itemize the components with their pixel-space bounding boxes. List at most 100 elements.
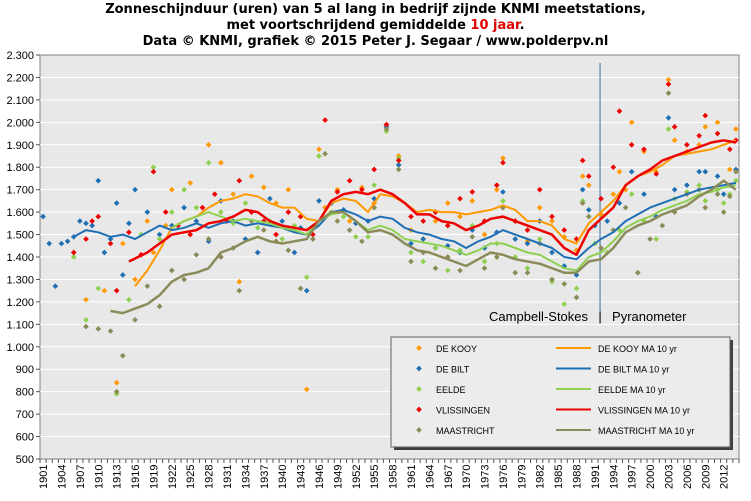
legend-label: DE KOOY MA 10 yr <box>598 344 677 354</box>
data-point <box>585 182 592 189</box>
data-point <box>616 168 623 175</box>
title-highlight: 10 jaar <box>470 18 520 33</box>
data-point <box>297 285 304 292</box>
data-point <box>714 173 721 180</box>
data-point <box>205 141 212 148</box>
ma-line-maastricht-ma-10-yr <box>110 179 737 315</box>
data-point <box>310 236 316 242</box>
x-tick-label: 1958 <box>388 465 400 489</box>
data-point <box>181 204 187 211</box>
legend-label: MAASTRICHT MA 10 yr <box>598 426 694 436</box>
data-point <box>64 238 71 245</box>
annotation-pyranometer: Pyranometer <box>612 309 687 324</box>
y-tick-label: 1.800 <box>6 162 34 174</box>
data-point <box>126 296 132 303</box>
data-point <box>512 269 519 276</box>
x-tick-label: 1943 <box>296 465 308 489</box>
data-point <box>205 159 212 166</box>
data-point <box>714 191 721 197</box>
data-point <box>469 233 476 240</box>
data-point <box>254 249 261 256</box>
data-point <box>156 231 163 238</box>
data-point <box>500 159 506 166</box>
x-tick-label: 1982 <box>535 465 547 489</box>
data-point <box>500 155 506 162</box>
data-point <box>573 285 580 292</box>
data-point <box>653 236 660 242</box>
data-point <box>193 204 200 211</box>
y-tick-label: 500 <box>16 454 34 466</box>
legend-label: DE KOOY <box>436 344 477 354</box>
data-point <box>469 189 476 195</box>
data-point <box>628 141 635 148</box>
data-point <box>359 186 365 193</box>
x-tick-label: 1991 <box>590 465 602 489</box>
data-point <box>733 126 739 132</box>
data-point <box>585 173 592 180</box>
data-point <box>169 267 175 274</box>
x-tick-label: 1922 <box>167 465 179 489</box>
data-point <box>720 191 727 197</box>
data-point <box>242 200 249 206</box>
data-point <box>303 274 310 281</box>
x-tick-label: 1901 <box>38 465 50 489</box>
data-point <box>89 222 95 229</box>
data-point <box>126 229 132 236</box>
data-point <box>218 159 224 166</box>
data-point <box>726 166 733 173</box>
y-tick-label: 1.200 <box>6 297 34 309</box>
data-point <box>469 198 476 204</box>
data-point <box>671 123 678 130</box>
data-point <box>383 121 390 128</box>
data-point <box>150 164 157 171</box>
y-tick-label: 900 <box>16 364 34 376</box>
data-point <box>628 119 635 126</box>
y-tick-label: 1.500 <box>6 230 34 242</box>
data-point <box>579 157 586 164</box>
x-tick-label: 1961 <box>406 465 418 489</box>
data-point <box>628 191 635 197</box>
data-point <box>653 171 660 177</box>
data-point <box>383 126 390 132</box>
data-point <box>733 168 739 175</box>
data-point <box>95 285 102 292</box>
data-point <box>303 386 310 393</box>
data-point <box>665 81 672 88</box>
data-point <box>420 236 427 242</box>
data-point <box>70 254 77 260</box>
data-point <box>481 231 488 238</box>
data-point <box>113 200 120 206</box>
data-point <box>536 236 543 242</box>
data-point <box>524 265 531 272</box>
ma-line-vlissingen-ma-10-yr <box>128 139 737 263</box>
data-point <box>193 218 200 224</box>
data-point <box>236 177 243 184</box>
legend <box>390 336 731 448</box>
data-point <box>671 137 678 144</box>
data-point <box>420 258 427 265</box>
data-point <box>457 213 463 220</box>
data-point <box>702 168 709 175</box>
data-point <box>622 204 629 211</box>
data-point <box>610 164 617 171</box>
data-point <box>684 141 690 148</box>
x-tick-label: 1988 <box>572 465 584 489</box>
y-tick-label: 1.600 <box>6 207 34 219</box>
data-point <box>500 189 506 195</box>
data-point <box>303 287 310 294</box>
data-point <box>95 177 102 184</box>
data-point <box>334 218 341 224</box>
title-line-2-end: . <box>519 18 525 33</box>
data-point <box>696 132 702 139</box>
data-point <box>101 287 108 294</box>
x-tick-label: 1994 <box>608 465 620 489</box>
data-point <box>579 186 586 193</box>
series-de-kooy <box>83 76 739 393</box>
data-point <box>696 168 702 175</box>
data-point <box>101 249 108 256</box>
data-point <box>285 247 292 254</box>
data-point <box>524 227 531 233</box>
legend-marker <box>416 406 422 413</box>
data-point <box>150 249 157 256</box>
data-point <box>83 323 89 330</box>
